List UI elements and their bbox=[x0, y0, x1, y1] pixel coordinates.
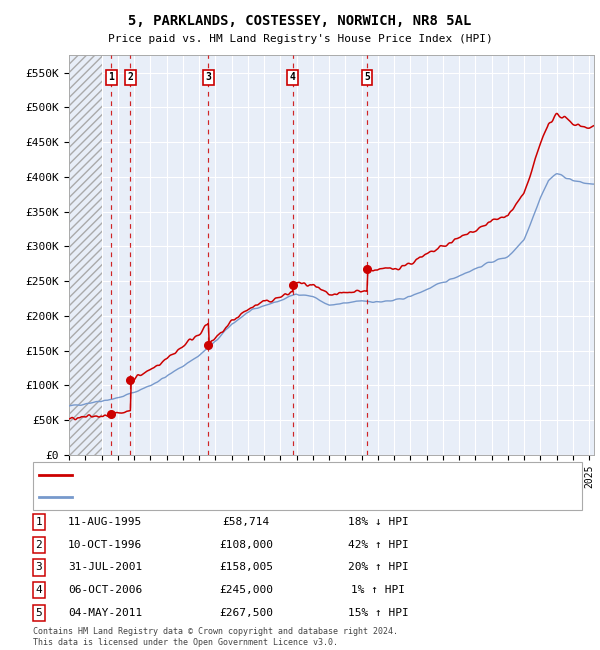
Text: £58,714: £58,714 bbox=[223, 517, 269, 527]
Text: £267,500: £267,500 bbox=[219, 608, 273, 618]
Text: HPI: Average price, detached house, South Norfolk: HPI: Average price, detached house, Sout… bbox=[78, 492, 366, 502]
Text: 4: 4 bbox=[35, 585, 43, 595]
Text: Price paid vs. HM Land Registry's House Price Index (HPI): Price paid vs. HM Land Registry's House … bbox=[107, 34, 493, 44]
Text: 18% ↓ HPI: 18% ↓ HPI bbox=[347, 517, 409, 527]
Text: 2: 2 bbox=[128, 73, 133, 83]
Text: 4: 4 bbox=[290, 73, 296, 83]
Text: 11-AUG-1995: 11-AUG-1995 bbox=[68, 517, 142, 527]
Text: £108,000: £108,000 bbox=[219, 540, 273, 550]
Text: 10-OCT-1996: 10-OCT-1996 bbox=[68, 540, 142, 550]
Text: Contains HM Land Registry data © Crown copyright and database right 2024.
This d: Contains HM Land Registry data © Crown c… bbox=[33, 627, 398, 647]
Text: 3: 3 bbox=[35, 562, 43, 573]
Text: 5: 5 bbox=[35, 608, 43, 618]
Text: 04-MAY-2011: 04-MAY-2011 bbox=[68, 608, 142, 618]
Text: 5, PARKLANDS, COSTESSEY, NORWICH, NR8 5AL: 5, PARKLANDS, COSTESSEY, NORWICH, NR8 5A… bbox=[128, 14, 472, 29]
Text: 1% ↑ HPI: 1% ↑ HPI bbox=[351, 585, 405, 595]
Text: 20% ↑ HPI: 20% ↑ HPI bbox=[347, 562, 409, 573]
Text: 2: 2 bbox=[35, 540, 43, 550]
Text: 31-JUL-2001: 31-JUL-2001 bbox=[68, 562, 142, 573]
Text: 1: 1 bbox=[35, 517, 43, 527]
Bar bbox=[69, 55, 101, 455]
Text: 3: 3 bbox=[206, 73, 211, 83]
Text: 15% ↑ HPI: 15% ↑ HPI bbox=[347, 608, 409, 618]
Text: 42% ↑ HPI: 42% ↑ HPI bbox=[347, 540, 409, 550]
Text: 1: 1 bbox=[109, 73, 115, 83]
Text: 06-OCT-2006: 06-OCT-2006 bbox=[68, 585, 142, 595]
Text: 5: 5 bbox=[364, 73, 370, 83]
Text: 5, PARKLANDS, COSTESSEY, NORWICH, NR8 5AL (detached house): 5, PARKLANDS, COSTESSEY, NORWICH, NR8 5A… bbox=[78, 469, 419, 480]
Text: £245,000: £245,000 bbox=[219, 585, 273, 595]
Text: £158,005: £158,005 bbox=[219, 562, 273, 573]
